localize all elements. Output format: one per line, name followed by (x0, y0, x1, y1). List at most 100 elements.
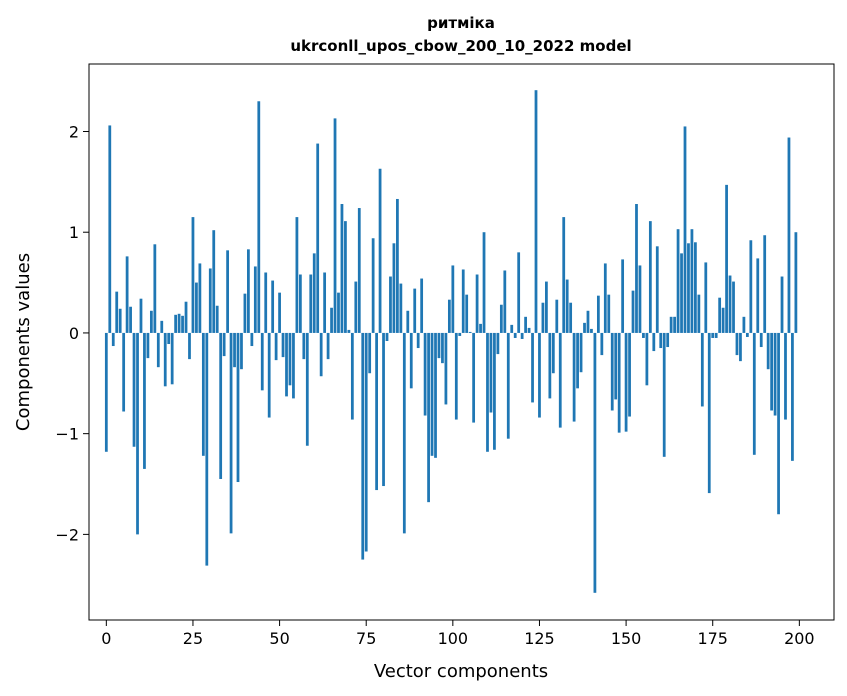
bar (253, 266, 257, 333)
bar (271, 280, 275, 333)
bar (319, 332, 323, 377)
bar (503, 270, 507, 333)
x-tick-label: 150 (611, 629, 642, 648)
bar (735, 332, 739, 356)
bar (236, 332, 240, 483)
bar (659, 332, 663, 349)
bar (749, 240, 753, 333)
bar (143, 332, 146, 469)
bar (777, 332, 780, 515)
bar (177, 313, 181, 333)
bar (593, 332, 597, 593)
bar (212, 230, 216, 333)
bar (784, 332, 787, 420)
bar (357, 208, 361, 333)
bar (111, 332, 115, 347)
bar (534, 90, 538, 333)
bar (614, 332, 618, 400)
bar (565, 279, 569, 333)
chart-title-group: ритміка ukrconll_upos_cbow_200_10_2022 m… (290, 14, 631, 55)
x-axis-label: Vector components (374, 661, 548, 682)
bar (548, 332, 552, 399)
bar (756, 258, 760, 333)
bar (562, 217, 566, 333)
bar (267, 332, 271, 418)
bar (402, 332, 406, 534)
bar (136, 332, 139, 535)
bar (437, 332, 441, 359)
bar (382, 332, 385, 487)
bar (759, 332, 763, 348)
bar (780, 276, 784, 333)
bar (434, 332, 437, 458)
bar (219, 332, 223, 479)
bar (122, 332, 126, 412)
x-tick-label: 25 (183, 629, 203, 648)
bar (305, 332, 309, 446)
y-tick-label: 2 (69, 122, 79, 141)
x-tick-label: 0 (101, 629, 111, 648)
bar (461, 269, 465, 333)
y-tick-label: −1 (55, 425, 79, 444)
bar (361, 332, 365, 560)
y-tick-label: 1 (69, 223, 79, 242)
y-tick-label: −2 (55, 525, 79, 544)
bar (479, 323, 482, 333)
bar (572, 332, 576, 422)
bar (205, 332, 209, 566)
bar (527, 327, 531, 333)
bar (624, 332, 628, 432)
bar (628, 332, 631, 417)
bar (364, 332, 368, 552)
bar (260, 332, 264, 391)
x-tick-label: 50 (269, 629, 289, 648)
bar (170, 332, 174, 385)
x-tick-label: 100 (438, 629, 469, 648)
bar (662, 332, 666, 457)
bar (149, 310, 153, 333)
bar (409, 332, 413, 389)
bar (791, 332, 794, 461)
bar (721, 307, 725, 333)
bar (129, 306, 132, 333)
bar (240, 332, 243, 370)
bar (298, 274, 302, 333)
bar (541, 302, 545, 333)
bar (316, 143, 320, 333)
bar (745, 332, 749, 337)
bar (447, 299, 451, 333)
bar (208, 268, 212, 333)
x-tick-label: 75 (356, 629, 376, 648)
bar (458, 332, 462, 336)
bar (763, 235, 767, 333)
bar (638, 265, 642, 333)
bar (607, 294, 611, 333)
bar (652, 332, 656, 352)
bar (392, 243, 396, 333)
bar (441, 332, 444, 364)
bar (697, 294, 701, 333)
bar (264, 272, 268, 333)
bar (728, 275, 732, 333)
bar (621, 259, 625, 333)
x-tick-label: 125 (524, 629, 555, 648)
bar (115, 291, 119, 333)
bar (326, 332, 330, 360)
bar (302, 332, 306, 360)
bar (250, 332, 254, 347)
bar (520, 332, 524, 339)
bar (538, 332, 541, 418)
bar (499, 304, 503, 333)
bar (378, 168, 382, 333)
bar (645, 332, 649, 386)
bar (347, 329, 351, 333)
bar (247, 249, 250, 333)
bar (648, 221, 652, 333)
bar (444, 332, 448, 405)
bar (517, 252, 521, 333)
bar (711, 332, 715, 338)
bar (323, 272, 327, 333)
bar (586, 310, 590, 333)
y-axis-label: Components values (13, 253, 34, 431)
bar (787, 137, 791, 333)
